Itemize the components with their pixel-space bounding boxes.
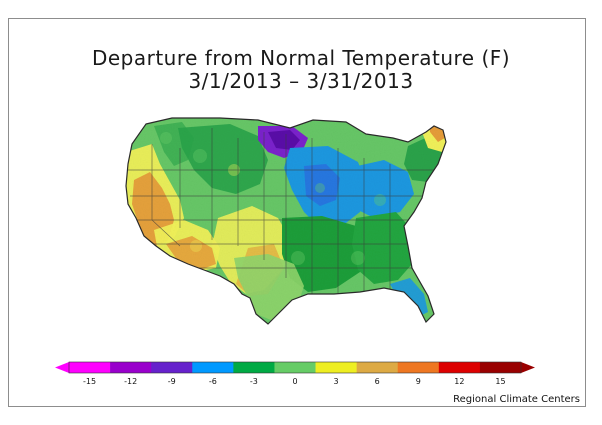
legend-swatch bbox=[151, 362, 193, 373]
legend-tick-label: 9 bbox=[416, 377, 421, 386]
map-title: Departure from Normal Temperature (F) bbox=[91, 46, 511, 70]
legend-swatch bbox=[69, 362, 111, 373]
legend-swatch bbox=[479, 362, 522, 373]
legend-tick-label: 15 bbox=[495, 377, 505, 386]
legend-tick-label: -15 bbox=[83, 377, 96, 386]
legend-swatch bbox=[397, 362, 440, 373]
credit-regional-climate-centers: Regional Climate Centers bbox=[453, 394, 580, 405]
legend-tick-label: -12 bbox=[124, 377, 137, 386]
legend-tick-label: 0 bbox=[292, 377, 297, 386]
legend-tick-label: 6 bbox=[375, 377, 380, 386]
legend-arrow-right bbox=[521, 362, 535, 373]
legend-swatch bbox=[110, 362, 152, 373]
legend-color-bar bbox=[55, 361, 535, 374]
legend-swatch bbox=[192, 362, 234, 373]
legend-arrow-left bbox=[55, 362, 69, 373]
map-date-range: 3/1/2013 – 3/31/2013 bbox=[188, 69, 414, 93]
legend-tick-label: 12 bbox=[454, 377, 464, 386]
legend-ticks: -15 -12 -9 -6 -3 0 3 6 9 12 15 bbox=[83, 377, 506, 386]
legend-swatch bbox=[315, 362, 357, 373]
legend-swatch bbox=[274, 362, 316, 373]
color-legend: -15 -12 -9 -6 -3 0 3 6 9 12 15 bbox=[55, 361, 535, 386]
legend-border bbox=[68, 361, 522, 374]
legend-swatch bbox=[356, 362, 399, 373]
legend-tick-label: -6 bbox=[209, 377, 217, 386]
legend-swatch bbox=[233, 362, 275, 373]
legend-tick-label: -9 bbox=[168, 377, 176, 386]
legend-swatch bbox=[438, 362, 481, 373]
us-temperature-map bbox=[125, 117, 447, 325]
us-outline bbox=[125, 117, 447, 325]
legend-tick-label: -3 bbox=[250, 377, 258, 386]
legend-tick-label: 3 bbox=[334, 377, 339, 386]
